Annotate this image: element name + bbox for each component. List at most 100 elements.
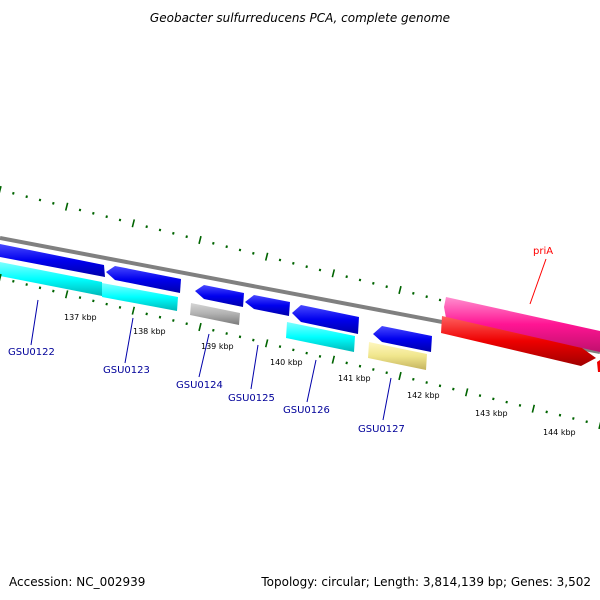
inner-ring-major-tick: [331, 355, 336, 364]
inner-ring-minor-tick: [158, 315, 162, 319]
inner-ring-minor-tick: [545, 410, 548, 414]
inner-ring-minor-tick: [425, 381, 428, 384]
inner-ring-minor-tick: [38, 286, 42, 290]
gene-GSU0124-block[interactable]: [190, 303, 240, 325]
inner-ring-minor-tick: [478, 394, 482, 398]
leader-line-priA: [529, 258, 547, 305]
inner-ring-minor-tick: [345, 361, 348, 365]
inner-ring-minor-tick: [25, 283, 28, 286]
inner-ring-major-tick: [398, 371, 402, 381]
inner-ring-minor-tick: [558, 413, 562, 417]
inner-ring-minor-tick: [318, 354, 322, 358]
leader-line-GSU0127: [382, 377, 392, 421]
outer-ring-minor-tick: [358, 278, 362, 282]
inner-ring-minor-tick: [358, 364, 362, 368]
outer-ring-minor-tick: [78, 208, 82, 212]
outer-ring-minor-tick: [172, 231, 175, 235]
kbp-label-143: 143 kbp: [475, 409, 508, 418]
inner-ring-minor-tick: [212, 328, 215, 332]
gene-red-arrow-edge[interactable]: [597, 360, 600, 372]
outer-ring-major-tick: [398, 285, 402, 295]
inner-ring-minor-tick: [452, 387, 455, 391]
inner-ring-minor-tick: [585, 420, 588, 424]
gene-arrow-reverse-1[interactable]: [106, 266, 181, 293]
inner-ring-minor-tick: [238, 335, 242, 339]
inner-ring-major-tick: [64, 290, 69, 299]
outer-ring-minor-tick: [145, 225, 148, 229]
inner-ring-minor-tick: [172, 319, 175, 322]
forward-strand-genes: [0, 244, 600, 352]
gene-arrow-forward-1[interactable]: [0, 244, 105, 277]
inner-ring-major-tick: [598, 421, 600, 430]
gene-GSU0126-block[interactable]: [286, 322, 355, 352]
inner-ring-minor-tick: [52, 289, 55, 293]
kbp-label-139: 139 kbp: [201, 342, 234, 351]
gene-label-GSU0122[interactable]: GSU0122: [8, 347, 55, 358]
outer-ring-minor-tick: [52, 201, 55, 205]
map-title: Geobacter sulfurreducens PCA, complete g…: [150, 11, 450, 25]
outer-ring-minor-tick: [252, 251, 255, 255]
inner-ring-minor-tick: [12, 279, 15, 283]
inner-ring-minor-tick: [305, 351, 308, 355]
inner-ring-major-tick: [531, 404, 536, 413]
gene-red-arrow[interactable]: [441, 316, 596, 366]
gene-priA[interactable]: [444, 297, 600, 352]
kbp-label-141: 141 kbp: [338, 374, 371, 383]
outer-ring-minor-tick: [92, 211, 95, 215]
outer-ring-major-tick: [198, 235, 202, 245]
outer-ring-minor-tick: [158, 228, 162, 232]
gene-arrow-reverse-4[interactable]: [292, 305, 359, 334]
inner-ring-minor-tick: [492, 397, 495, 401]
outer-ring-minor-tick: [25, 195, 28, 199]
outer-ring-minor-tick: [225, 245, 228, 249]
accession-text: Accession: NC_002939: [9, 575, 145, 589]
gene-label-priA[interactable]: priA: [533, 246, 553, 257]
inner-ring-minor-tick: [78, 296, 82, 300]
gene-label-GSU0124[interactable]: GSU0124: [176, 380, 223, 391]
lower-strand-genes: [0, 262, 600, 372]
outer-ring-minor-tick: [38, 198, 42, 202]
outer-ring-major-tick: [64, 202, 69, 211]
gene-label-GSU0125[interactable]: GSU0125: [228, 393, 275, 404]
kbp-label-144: 144 kbp: [543, 428, 576, 437]
outer-ring-major-tick: [264, 252, 269, 261]
outer-ring-minor-tick: [412, 291, 415, 295]
gene-GSU0127-block[interactable]: [368, 342, 427, 370]
outer-ring-minor-tick: [318, 268, 322, 272]
gene-label-GSU0123[interactable]: GSU0123: [103, 365, 150, 376]
outer-ring-minor-tick: [385, 285, 388, 289]
leader-line-GSU0125: [250, 344, 259, 390]
outer-ring-minor-tick: [438, 298, 442, 302]
gene-GSU0122-block[interactable]: [0, 262, 102, 296]
inner-ring-minor-tick: [118, 305, 122, 309]
inner-ring-minor-tick: [372, 368, 375, 371]
inner-tick-ring: [0, 273, 600, 430]
outer-ring-major-tick: [131, 219, 136, 228]
inner-ring-minor-tick: [572, 417, 575, 420]
gene-label-GSU0126[interactable]: GSU0126: [283, 405, 330, 416]
inner-ring-major-tick: [198, 322, 202, 332]
kbp-label-140: 140 kbp: [270, 358, 303, 367]
genome-summary-text: Topology: circular; Length: 3,814,139 bp…: [260, 575, 591, 589]
gene-arrow-reverse-2[interactable]: [195, 285, 244, 307]
inner-ring-minor-tick: [105, 302, 108, 306]
outer-ring-major-tick: [0, 185, 2, 194]
inner-ring-minor-tick: [278, 345, 282, 349]
gene-arrow-reverse-3[interactable]: [245, 295, 290, 316]
inner-ring-minor-tick: [518, 403, 522, 407]
kbp-label-137: 137 kbp: [64, 313, 97, 322]
gene-label-GSU0127[interactable]: GSU0127: [358, 424, 405, 435]
outer-ring-minor-tick: [425, 295, 428, 299]
inner-ring-minor-tick: [185, 322, 188, 326]
inner-ring-minor-tick: [225, 332, 228, 335]
inner-ring-minor-tick: [145, 312, 148, 316]
inner-ring-minor-tick: [292, 348, 295, 352]
leader-line-GSU0124: [198, 333, 210, 378]
inner-ring-major-tick: [464, 388, 469, 397]
outer-ring-minor-tick: [105, 215, 108, 219]
inner-ring-minor-tick: [385, 371, 388, 375]
gene-GSU0123-block[interactable]: [102, 283, 178, 311]
gene-arrow-reverse-5[interactable]: [373, 326, 432, 352]
gene-labels: GSU0122 GSU0123 GSU0124 GSU0125 GSU0126 …: [8, 246, 553, 435]
